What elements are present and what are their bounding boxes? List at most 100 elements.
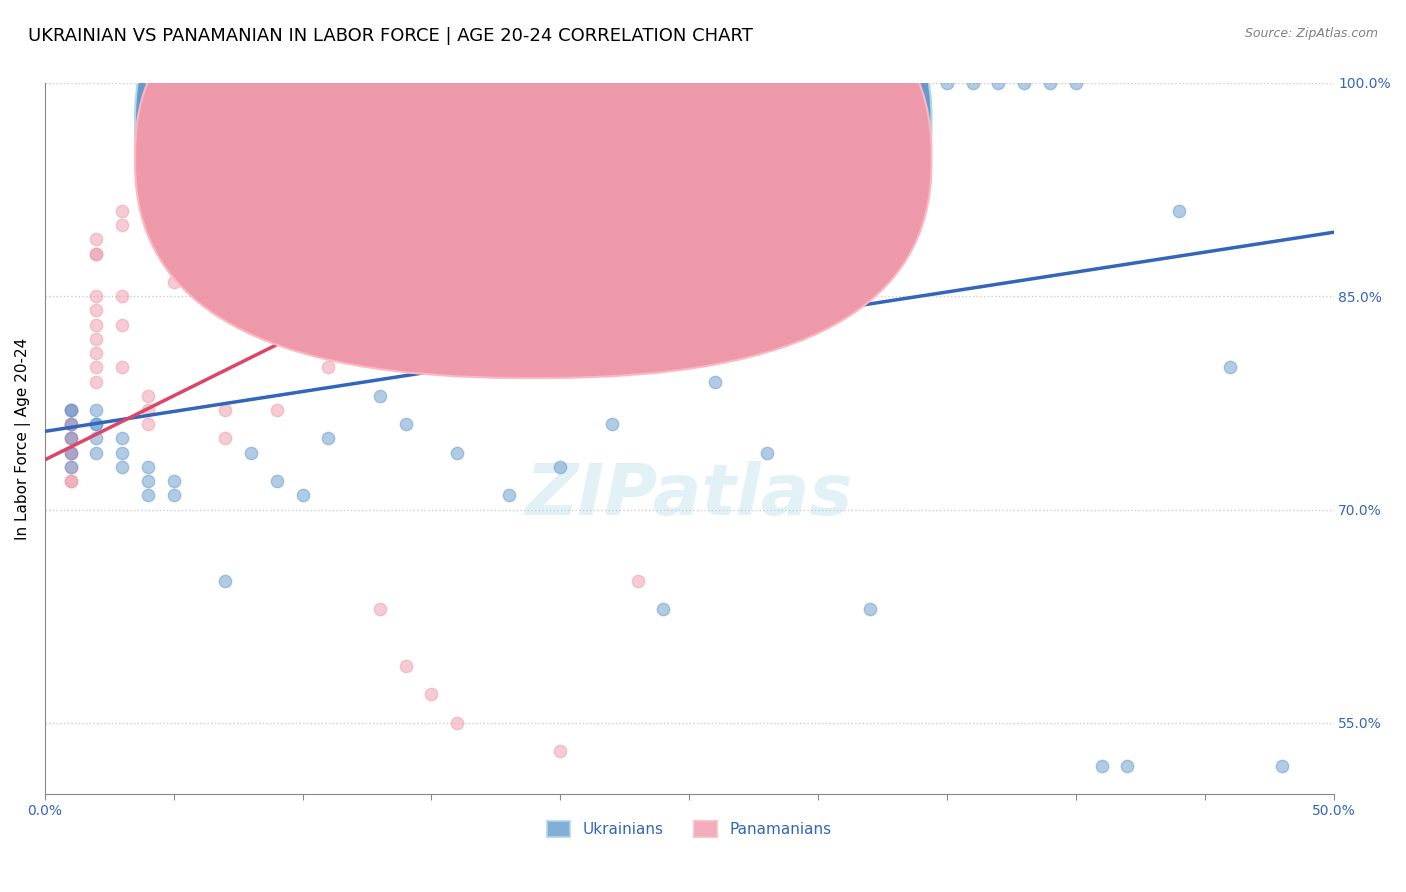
Point (291, 289, 314, 303)
Point (266, 474, 288, 488)
Point (111, 218, 134, 232)
FancyBboxPatch shape (135, 0, 931, 378)
Point (59, 474, 82, 488)
Y-axis label: In Labor Force | Age 20-24: In Labor Force | Age 20-24 (15, 337, 31, 540)
Point (136, 417, 159, 432)
Point (59, 432, 82, 446)
Point (59, 417, 82, 432)
Point (86, 303, 108, 318)
Point (1090, 758, 1112, 772)
Point (59, 474, 82, 488)
Point (962, 76, 984, 90)
Point (550, 744, 572, 758)
Point (136, 403, 159, 417)
Point (111, 318, 134, 332)
Point (86, 232, 108, 246)
Point (111, 203, 134, 218)
Point (86, 332, 108, 346)
Text: R =  0.213   N = 47: R = 0.213 N = 47 (554, 126, 744, 144)
Point (59, 432, 82, 446)
Text: UKRAINIAN VS PANAMANIAN IN LABOR FORCE | AGE 20-24 CORRELATION CHART: UKRAINIAN VS PANAMANIAN IN LABOR FORCE |… (28, 27, 754, 45)
Point (240, 446, 263, 460)
Point (188, 260, 211, 275)
Point (163, 260, 186, 275)
Point (240, 275, 263, 289)
Point (59, 417, 82, 432)
Point (1219, 360, 1241, 375)
Point (291, 488, 314, 502)
Point (86, 360, 108, 375)
Point (318, 360, 340, 375)
Point (59, 403, 82, 417)
Point (266, 403, 288, 417)
Text: R = 0.475   N = 50: R = 0.475 N = 50 (554, 161, 734, 179)
Point (600, 417, 623, 432)
Point (652, 602, 675, 616)
Point (627, 574, 650, 588)
Point (318, 432, 340, 446)
Point (163, 488, 186, 502)
FancyBboxPatch shape (135, 0, 931, 343)
Point (446, 446, 468, 460)
Point (111, 432, 134, 446)
Point (136, 488, 159, 502)
Point (446, 715, 468, 730)
Point (550, 459, 572, 474)
Point (111, 360, 134, 375)
Point (1116, 758, 1139, 772)
Point (111, 459, 134, 474)
Point (59, 459, 82, 474)
Text: ZIPatlas: ZIPatlas (526, 461, 853, 530)
Legend: Ukrainians, Panamanians: Ukrainians, Panamanians (541, 815, 838, 843)
Point (935, 76, 957, 90)
Point (858, 602, 880, 616)
Point (111, 289, 134, 303)
Point (240, 260, 263, 275)
Point (86, 289, 108, 303)
Point (1039, 76, 1062, 90)
Point (163, 275, 186, 289)
Point (1167, 203, 1189, 218)
Point (59, 417, 82, 432)
Point (59, 403, 82, 417)
Point (420, 688, 443, 702)
Point (59, 459, 82, 474)
Point (59, 446, 82, 460)
Point (704, 375, 727, 389)
Point (86, 432, 108, 446)
Point (111, 446, 134, 460)
Point (86, 318, 108, 332)
Point (1012, 76, 1035, 90)
Point (755, 446, 778, 460)
Point (188, 289, 211, 303)
Point (86, 417, 108, 432)
Point (1064, 76, 1087, 90)
Point (343, 275, 366, 289)
Point (163, 474, 186, 488)
Point (368, 602, 391, 616)
Point (368, 389, 391, 403)
Point (214, 432, 236, 446)
Point (214, 574, 236, 588)
Point (59, 403, 82, 417)
Point (136, 389, 159, 403)
Point (498, 488, 520, 502)
Point (86, 417, 108, 432)
Point (395, 417, 418, 432)
Point (86, 446, 108, 460)
Point (86, 403, 108, 417)
Point (59, 446, 82, 460)
Point (86, 375, 108, 389)
Point (214, 403, 236, 417)
Point (86, 246, 108, 260)
FancyBboxPatch shape (496, 97, 806, 204)
Text: Source: ZipAtlas.com: Source: ZipAtlas.com (1244, 27, 1378, 40)
Point (395, 659, 418, 673)
Point (136, 474, 159, 488)
Point (1271, 758, 1294, 772)
Point (59, 432, 82, 446)
Point (86, 346, 108, 360)
Point (59, 446, 82, 460)
Point (987, 76, 1010, 90)
Point (86, 246, 108, 260)
